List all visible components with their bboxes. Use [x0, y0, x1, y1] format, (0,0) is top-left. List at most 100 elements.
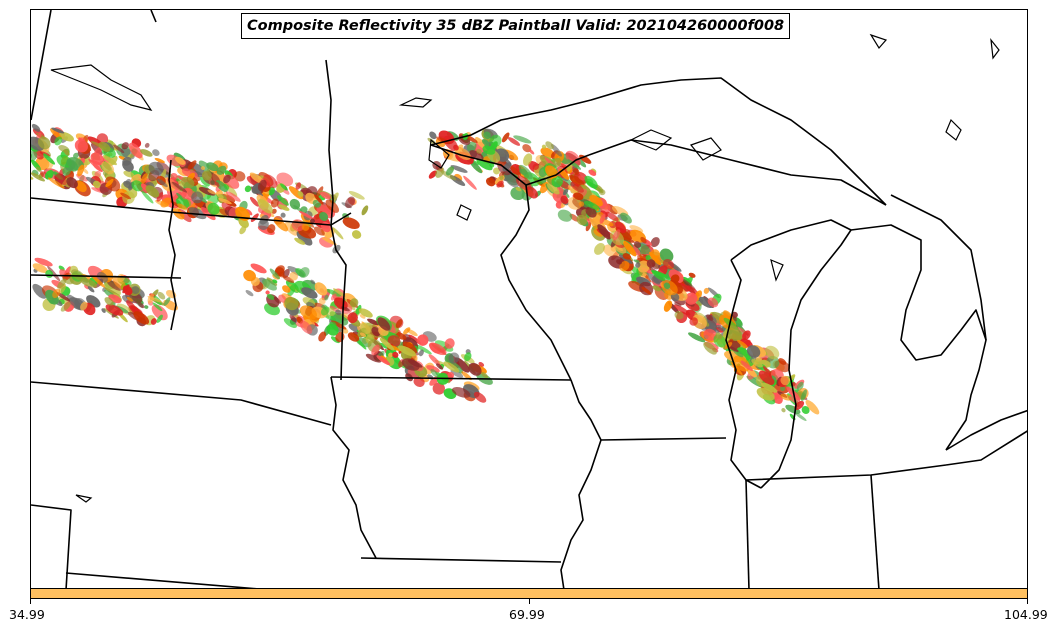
reflectivity-blob	[301, 287, 318, 299]
reflectivity-blob	[122, 160, 134, 172]
reflectivity-blob	[428, 354, 441, 366]
reflectivity-blob	[453, 144, 459, 151]
reflectivity-blob	[92, 180, 101, 189]
reflectivity-blob	[570, 181, 584, 193]
reflectivity-blob	[188, 207, 207, 220]
reflectivity-blob	[523, 153, 533, 166]
state-line-mn-wi	[500, 184, 572, 381]
missouri-river	[330, 376, 377, 559]
reflectivity-blob	[532, 163, 539, 171]
reflectivity-blob	[780, 386, 786, 392]
reflectivity-blob	[198, 160, 214, 175]
reflectivity-blob	[319, 212, 329, 221]
reflectivity-blob	[272, 279, 278, 284]
reflectivity-blob	[387, 335, 401, 347]
reflectivity-blob	[388, 352, 393, 358]
reflectivity-blob	[172, 208, 185, 220]
reflectivity-blob	[634, 241, 641, 248]
reflectivity-blob	[515, 187, 522, 192]
reflectivity-blob	[764, 345, 780, 360]
reflectivity-blob	[360, 322, 373, 334]
reflectivity-blob	[201, 166, 205, 171]
reflectivity-blob	[637, 260, 650, 273]
reflectivity-blob	[365, 353, 382, 363]
reflectivity-blob	[122, 285, 133, 296]
reflectivity-blob	[723, 310, 733, 320]
reflectivity-blob	[597, 224, 612, 240]
reflectivity-blob	[367, 318, 380, 326]
reflectivity-blob	[66, 177, 78, 189]
ontario-lake	[945, 118, 962, 141]
reflectivity-blob	[619, 260, 630, 272]
reflectivity-blob	[737, 339, 748, 348]
reflectivity-blob	[502, 162, 512, 172]
reflectivity-blob	[583, 200, 600, 210]
reflectivity-blob	[60, 301, 71, 312]
reflectivity-blob	[265, 290, 270, 295]
reflectivity-blob	[430, 368, 439, 378]
reflectivity-blob	[318, 331, 327, 342]
reflectivity-blob	[55, 173, 67, 186]
reflectivity-blob	[499, 175, 504, 181]
lake-michigan-west-shore	[725, 259, 762, 489]
reflectivity-blob	[31, 150, 38, 162]
reflectivity-blob	[239, 226, 247, 235]
reflectivity-blob	[101, 161, 115, 175]
reflectivity-blob	[216, 165, 227, 175]
reflectivity-blob	[282, 285, 291, 293]
reflectivity-blob	[631, 272, 639, 284]
reflectivity-blob	[359, 314, 366, 319]
reflectivity-blob	[138, 302, 145, 309]
reflectivity-blob	[295, 182, 302, 190]
reflectivity-blob	[641, 286, 652, 295]
keweenaw	[690, 137, 722, 161]
reflectivity-blob	[794, 400, 805, 410]
reflectivity-blob	[444, 338, 455, 349]
reflectivity-blob	[71, 269, 85, 281]
state-line-il-in	[745, 479, 750, 588]
reflectivity-blob	[739, 337, 753, 348]
reflectivity-blob	[266, 293, 275, 300]
reflectivity-blob	[141, 190, 154, 204]
reflectivity-blob	[371, 344, 380, 356]
reflectivity-blob	[223, 191, 229, 196]
reflectivity-blob	[481, 371, 488, 379]
reflectivity-blob	[293, 205, 303, 212]
reflectivity-blob	[501, 132, 510, 143]
reflectivity-blob	[214, 181, 220, 187]
reflectivity-blob	[249, 196, 260, 207]
reflectivity-blob	[117, 273, 125, 282]
reflectivity-blob	[215, 180, 228, 193]
reflectivity-blob	[332, 227, 344, 240]
reflectivity-blob	[432, 382, 445, 395]
reflectivity-blob	[355, 304, 362, 315]
state-line-ia-mo	[360, 557, 562, 563]
reflectivity-blob	[780, 393, 792, 401]
state-line-mn-ia	[330, 376, 572, 381]
lake-erie-south	[945, 430, 1027, 466]
canada-border	[31, 197, 332, 226]
reflectivity-blob	[156, 192, 164, 202]
reflectivity-blob	[663, 282, 671, 290]
reflectivity-blob	[454, 357, 470, 373]
reflectivity-blob	[478, 362, 485, 367]
reflectivity-blob	[620, 212, 632, 224]
reflectivity-blob	[756, 387, 775, 401]
reflectivity-blob	[429, 131, 437, 140]
reflectivity-blob	[496, 180, 504, 188]
reflectivity-blob	[652, 285, 662, 292]
reflectivity-blob	[104, 297, 114, 306]
reflectivity-blob	[688, 332, 706, 343]
reflectivity-blob	[572, 168, 580, 175]
reflectivity-blob	[481, 139, 490, 146]
reflectivity-blob	[177, 203, 188, 211]
state-line-in-oh	[870, 474, 880, 588]
state-line-north-mt	[150, 10, 157, 23]
reflectivity-blob	[120, 192, 131, 200]
reflectivity-blob	[557, 209, 573, 222]
state-line-west	[31, 10, 52, 121]
reflectivity-blob	[318, 297, 326, 305]
reflectivity-blob	[594, 242, 605, 255]
reflectivity-blob	[321, 237, 337, 246]
reflectivity-blob	[157, 178, 168, 188]
